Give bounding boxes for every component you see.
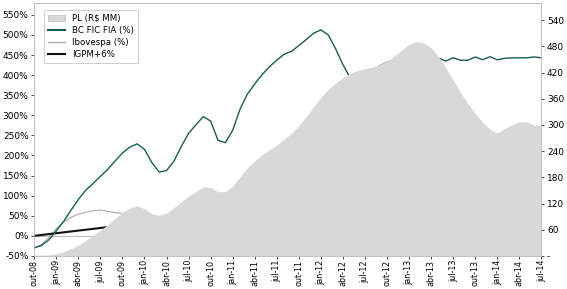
Legend: PL (R$ MM), BC FIC FIA (%), Ibovespa (%), IGPM+6%: PL (R$ MM), BC FIC FIA (%), Ibovespa (%)… xyxy=(44,10,138,63)
